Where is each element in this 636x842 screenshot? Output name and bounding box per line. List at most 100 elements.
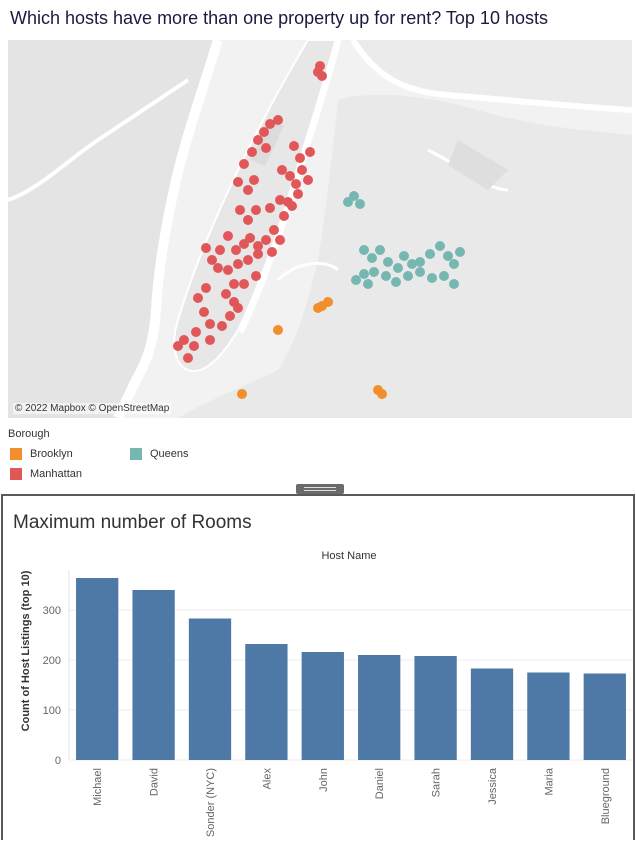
manhattan-listing-dot[interactable]	[261, 143, 271, 153]
manhattan-listing-dot[interactable]	[201, 243, 211, 253]
bar-maria[interactable]	[527, 672, 570, 761]
queens-listing-dot[interactable]	[415, 257, 425, 267]
bar-alex[interactable]	[245, 644, 288, 760]
manhattan-listing-dot[interactable]	[235, 205, 245, 215]
bar-john[interactable]	[301, 652, 344, 760]
manhattan-listing-dot[interactable]	[249, 175, 259, 185]
manhattan-listing-dot[interactable]	[183, 353, 193, 363]
manhattan-listing-dot[interactable]	[273, 115, 283, 125]
manhattan-listing-dot[interactable]	[173, 341, 183, 351]
queens-listing-dot[interactable]	[393, 263, 403, 273]
brooklyn-listing-dot[interactable]	[237, 389, 247, 399]
legend-item-queens[interactable]: Queens	[130, 448, 189, 460]
manhattan-listing-dot[interactable]	[313, 67, 323, 77]
brooklyn-listing-dot[interactable]	[313, 303, 323, 313]
manhattan-listing-dot[interactable]	[303, 175, 313, 185]
queens-listing-dot[interactable]	[363, 279, 373, 289]
queens-listing-dot[interactable]	[415, 267, 425, 277]
manhattan-listing-dot[interactable]	[279, 211, 289, 221]
queens-listing-dot[interactable]	[383, 257, 393, 267]
manhattan-listing-dot[interactable]	[275, 195, 285, 205]
manhattan-listing-dot[interactable]	[215, 245, 225, 255]
bar-michael[interactable]	[76, 578, 119, 760]
manhattan-listing-dot[interactable]	[233, 303, 243, 313]
queens-listing-dot[interactable]	[449, 259, 459, 269]
bar-daniel[interactable]	[358, 655, 401, 760]
map-attribution[interactable]: © 2022 Mapbox © OpenStreetMap	[13, 403, 172, 414]
queens-listing-dot[interactable]	[435, 241, 445, 251]
bar-blueground[interactable]	[583, 673, 626, 761]
manhattan-listing-dot[interactable]	[205, 335, 215, 345]
manhattan-listing-dot[interactable]	[243, 215, 253, 225]
queens-listing-dot[interactable]	[427, 273, 437, 283]
queens-listing-dot[interactable]	[407, 259, 417, 269]
manhattan-listing-dot[interactable]	[199, 307, 209, 317]
queens-listing-dot[interactable]	[369, 267, 379, 277]
queens-listing-dot[interactable]	[355, 199, 365, 209]
manhattan-listing-dot[interactable]	[253, 249, 263, 259]
manhattan-listing-dot[interactable]	[239, 239, 249, 249]
bar-sarah[interactable]	[414, 656, 457, 760]
manhattan-listing-dot[interactable]	[267, 247, 277, 257]
bar-sonder-nyc[interactable]	[188, 618, 232, 761]
map-canvas[interactable]	[8, 40, 632, 418]
legend-item-brooklyn[interactable]: Brooklyn	[10, 448, 73, 460]
queens-listing-dot[interactable]	[381, 271, 391, 281]
manhattan-listing-dot[interactable]	[265, 203, 275, 213]
manhattan-listing-dot[interactable]	[233, 259, 243, 269]
manhattan-listing-dot[interactable]	[233, 177, 243, 187]
manhattan-listing-dot[interactable]	[191, 327, 201, 337]
manhattan-listing-dot[interactable]	[213, 263, 223, 273]
manhattan-listing-dot[interactable]	[189, 341, 199, 351]
manhattan-listing-dot[interactable]	[251, 271, 261, 281]
manhattan-listing-dot[interactable]	[225, 311, 235, 321]
brooklyn-listing-dot[interactable]	[323, 297, 333, 307]
queens-listing-dot[interactable]	[399, 251, 409, 261]
queens-listing-dot[interactable]	[359, 245, 369, 255]
manhattan-listing-dot[interactable]	[305, 147, 315, 157]
manhattan-listing-dot[interactable]	[193, 293, 203, 303]
manhattan-listing-dot[interactable]	[285, 171, 295, 181]
queens-listing-dot[interactable]	[449, 279, 459, 289]
manhattan-listing-dot[interactable]	[259, 127, 269, 137]
manhattan-listing-dot[interactable]	[251, 205, 261, 215]
manhattan-listing-dot[interactable]	[243, 185, 253, 195]
queens-listing-dot[interactable]	[425, 249, 435, 259]
queens-listing-dot[interactable]	[443, 251, 453, 261]
manhattan-listing-dot[interactable]	[269, 225, 279, 235]
manhattan-listing-dot[interactable]	[247, 147, 257, 157]
bar-david[interactable]	[132, 590, 175, 760]
manhattan-listing-dot[interactable]	[207, 255, 217, 265]
manhattan-listing-dot[interactable]	[265, 119, 275, 129]
queens-listing-dot[interactable]	[343, 197, 353, 207]
queens-listing-dot[interactable]	[359, 269, 369, 279]
bar-jessica[interactable]	[470, 668, 514, 761]
manhattan-listing-dot[interactable]	[201, 283, 211, 293]
manhattan-listing-dot[interactable]	[231, 245, 241, 255]
map-view[interactable]: © 2022 Mapbox © OpenStreetMap	[8, 40, 632, 418]
queens-listing-dot[interactable]	[351, 275, 361, 285]
manhattan-listing-dot[interactable]	[291, 179, 301, 189]
manhattan-listing-dot[interactable]	[239, 159, 249, 169]
queens-listing-dot[interactable]	[367, 253, 377, 263]
brooklyn-listing-dot[interactable]	[377, 389, 387, 399]
manhattan-listing-dot[interactable]	[277, 165, 287, 175]
brooklyn-listing-dot[interactable]	[273, 325, 283, 335]
manhattan-listing-dot[interactable]	[229, 279, 239, 289]
manhattan-listing-dot[interactable]	[223, 265, 233, 275]
manhattan-listing-dot[interactable]	[223, 231, 233, 241]
manhattan-listing-dot[interactable]	[217, 321, 227, 331]
manhattan-listing-dot[interactable]	[287, 201, 297, 211]
manhattan-listing-dot[interactable]	[275, 235, 285, 245]
manhattan-listing-dot[interactable]	[253, 135, 263, 145]
queens-listing-dot[interactable]	[391, 277, 401, 287]
queens-listing-dot[interactable]	[455, 247, 465, 257]
manhattan-listing-dot[interactable]	[293, 189, 303, 199]
queens-listing-dot[interactable]	[439, 271, 449, 281]
manhattan-listing-dot[interactable]	[261, 235, 271, 245]
manhattan-listing-dot[interactable]	[243, 255, 253, 265]
queens-listing-dot[interactable]	[375, 245, 385, 255]
manhattan-listing-dot[interactable]	[297, 165, 307, 175]
manhattan-listing-dot[interactable]	[253, 241, 263, 251]
manhattan-listing-dot[interactable]	[295, 153, 305, 163]
